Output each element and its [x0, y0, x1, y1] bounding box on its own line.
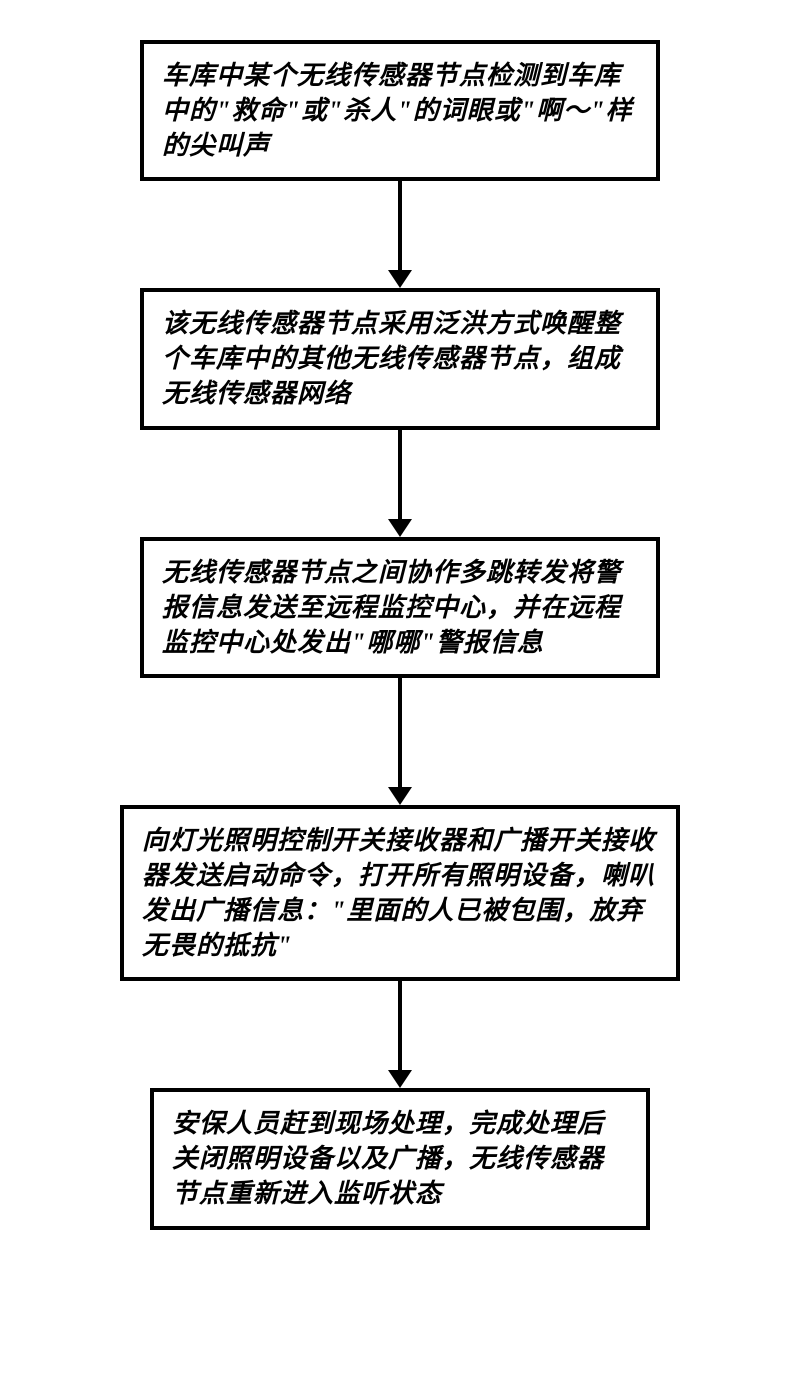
- arrow-head-icon: [388, 787, 412, 805]
- arrow-shaft: [398, 181, 402, 271]
- arrow-head-icon: [388, 270, 412, 288]
- flow-node-4: 向灯光照明控制开关接收器和广播开关接收器发送启动命令，打开所有照明设备，喇叭发出…: [120, 805, 680, 981]
- arrow-shaft: [398, 678, 402, 788]
- arrow-shaft: [398, 430, 402, 520]
- flow-arrow-2: [388, 430, 412, 537]
- arrow-shaft: [398, 981, 402, 1071]
- flow-arrow-3: [388, 678, 412, 805]
- flow-node-2: 该无线传感器节点采用泛洪方式唤醒整个车库中的其他无线传感器节点，组成无线传感器网…: [140, 288, 660, 429]
- flow-node-3: 无线传感器节点之间协作多跳转发将警报信息发送至远程监控中心，并在远程监控中心处发…: [140, 537, 660, 678]
- arrow-head-icon: [388, 1070, 412, 1088]
- flow-node-5: 安保人员赶到现场处理，完成处理后关闭照明设备以及广播，无线传感器节点重新进入监听…: [150, 1088, 650, 1229]
- flow-node-1: 车库中某个无线传感器节点检测到车库中的"救命"或"杀人"的词眼或"啊～"样的尖叫…: [140, 40, 660, 181]
- arrow-head-icon: [388, 519, 412, 537]
- flow-arrow-4: [388, 981, 412, 1088]
- flow-arrow-1: [388, 181, 412, 288]
